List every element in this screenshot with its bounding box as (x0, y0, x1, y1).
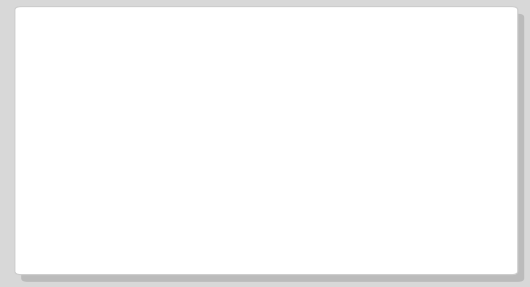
Text: 28.53%: 28.53% (444, 122, 499, 137)
Text: East: East (31, 203, 63, 218)
Text: ▲: ▲ (381, 61, 389, 71)
Text: 40.48%: 40.48% (443, 162, 499, 177)
Text: 44.36%: 44.36% (444, 203, 499, 218)
Bar (26, 69, 506, 108)
Bar (26, 191, 506, 231)
Bar (302, 191, 506, 231)
Text: Central: Central (31, 122, 85, 137)
Bar (302, 109, 506, 149)
Bar (302, 69, 506, 108)
Text: 1,483,669,485.77: 1,483,669,485.77 (161, 122, 290, 137)
Text: 5,199,504,107.30: 5,199,504,107.30 (140, 242, 290, 257)
Text: 21.73%: 21.73% (443, 81, 499, 96)
Bar (26, 150, 506, 190)
Text: Region: Region (31, 40, 82, 55)
Text: 1,129,702,160.48: 1,129,702,160.48 (160, 81, 290, 96)
Bar (302, 150, 506, 190)
Text: Total: Total (31, 242, 73, 257)
Text: 2,104,731,284.53: 2,104,731,284.53 (161, 162, 290, 177)
Text: % revenue region: % revenue region (369, 26, 499, 41)
Bar (26, 109, 506, 149)
Text: Revenue: Revenue (144, 40, 208, 55)
Text: 2,306,402,738.65: 2,306,402,738.65 (160, 203, 290, 218)
Text: West: West (31, 81, 67, 96)
Text: 100.00%: 100.00% (425, 242, 499, 257)
